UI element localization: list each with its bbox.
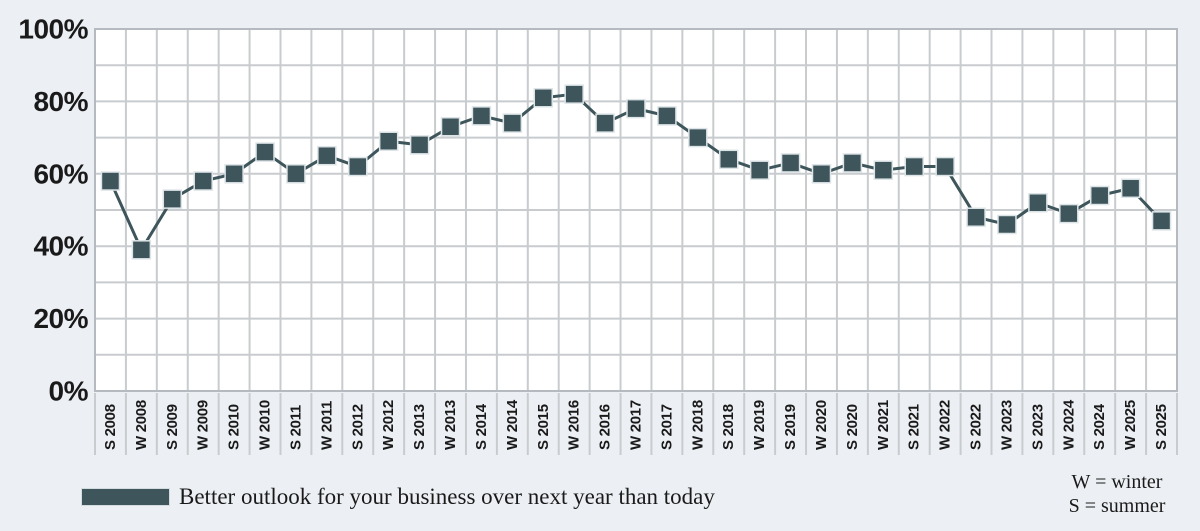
x-axis-tick-label: W 2011 <box>318 401 335 450</box>
y-axis-tick-label: 100% <box>18 14 88 45</box>
data-point-marker <box>409 135 430 155</box>
x-axis-tick-label: S 2015 <box>535 404 552 450</box>
plot-border <box>94 28 1178 392</box>
data-point-marker <box>873 160 894 180</box>
x-axis-tick-label: W 2024 <box>1060 399 1077 450</box>
x-axis-tick-label: W 2025 <box>1122 400 1139 450</box>
x-axis-tick-label: S 2025 <box>1153 404 1170 450</box>
data-point-marker <box>471 106 492 126</box>
data-point-marker <box>1089 185 1110 206</box>
x-axis-tick-label: S 2010 <box>226 404 243 450</box>
x-axis-tick-label: S 2021 <box>906 404 923 450</box>
season-key-winter: W = winter <box>1071 471 1163 493</box>
data-point-marker <box>100 171 121 191</box>
x-axis-tick-label: W 2009 <box>195 400 212 450</box>
data-point-marker <box>811 164 832 184</box>
chart-legend: Better outlook for your business over ne… <box>81 484 715 510</box>
legend-series-label: Better outlook for your business over ne… <box>179 484 715 509</box>
data-point-marker <box>780 153 801 173</box>
data-point-marker <box>626 98 646 119</box>
y-axis-tick-label: 40% <box>33 231 88 262</box>
data-point-marker <box>162 189 183 209</box>
x-axis-tick-label: S 2024 <box>1091 403 1108 450</box>
data-point-marker <box>1028 193 1048 213</box>
y-axis-tick-label: 0% <box>49 376 89 407</box>
x-axis-tick-label: W 2019 <box>751 400 768 450</box>
data-point-marker <box>842 153 863 173</box>
x-axis-tick-label: W 2010 <box>257 400 274 450</box>
data-point-marker <box>533 88 554 108</box>
x-axis-tick-label: S 2012 <box>349 404 366 450</box>
data-point-marker <box>595 113 615 133</box>
data-point-marker <box>440 116 461 137</box>
data-point-marker <box>255 142 275 162</box>
x-axis-tick-label: W 2018 <box>689 400 706 450</box>
x-axis-tick-label: W 2014 <box>504 399 521 450</box>
legend-swatch <box>81 488 170 506</box>
data-point-marker <box>718 149 739 170</box>
x-axis-tick-label: W 2022 <box>937 400 954 450</box>
season-key: W = winter S = summer <box>1050 470 1184 518</box>
data-point-marker <box>749 160 770 180</box>
x-axis-tick-label: S 2019 <box>782 404 799 450</box>
data-point-marker <box>997 214 1017 235</box>
data-point-marker <box>224 164 244 184</box>
data-point-marker <box>657 106 677 126</box>
data-point-marker <box>286 164 306 184</box>
x-axis-tick-label: S 2014 <box>473 403 490 450</box>
data-point-marker <box>1151 211 1172 231</box>
x-axis-tick-label: W 2020 <box>813 400 830 450</box>
x-axis-tick-label: S 2020 <box>844 404 861 450</box>
x-axis-tick-label: W 2023 <box>998 400 1015 450</box>
data-point-marker <box>688 127 708 148</box>
data-point-marker <box>348 156 368 177</box>
x-axis-tick-label: S 2023 <box>1029 404 1046 450</box>
data-point-marker <box>564 84 584 104</box>
y-axis-tick-label: 60% <box>33 158 88 189</box>
x-axis-tick-label: S 2008 <box>102 404 119 450</box>
x-axis-tick-label: S 2009 <box>164 404 181 450</box>
x-axis-tick-label: S 2022 <box>968 404 985 450</box>
data-point-marker <box>193 171 213 191</box>
season-key-summer: S = summer <box>1068 495 1166 517</box>
x-axis-tick-label: W 2017 <box>628 400 645 450</box>
x-axis-tick-label: S 2017 <box>658 404 675 450</box>
y-axis-tick-label: 80% <box>33 86 88 117</box>
x-axis-tick-label: W 2012 <box>380 400 397 450</box>
x-axis-tick-label: W 2021 <box>875 400 892 450</box>
x-axis-tick-label: W 2008 <box>133 400 150 450</box>
x-axis-tick-label: W 2016 <box>566 400 583 450</box>
x-axis-tick-label: S 2016 <box>597 404 614 450</box>
data-point-marker <box>317 145 337 166</box>
data-point-marker <box>502 113 523 133</box>
data-point-marker <box>904 156 924 177</box>
data-point-marker <box>378 131 399 151</box>
data-point-marker <box>1059 203 1079 224</box>
data-point-marker <box>935 156 955 177</box>
x-axis-tick-label: W 2013 <box>442 400 459 450</box>
data-point-marker <box>966 207 986 227</box>
x-axis-tick-label: S 2011 <box>287 405 304 450</box>
y-axis-tick-label: 20% <box>33 303 88 334</box>
data-point-marker <box>131 240 152 260</box>
data-point-marker <box>1120 178 1141 199</box>
x-axis-tick-label: S 2018 <box>720 404 737 450</box>
x-axis-tick-label: S 2013 <box>411 404 428 450</box>
